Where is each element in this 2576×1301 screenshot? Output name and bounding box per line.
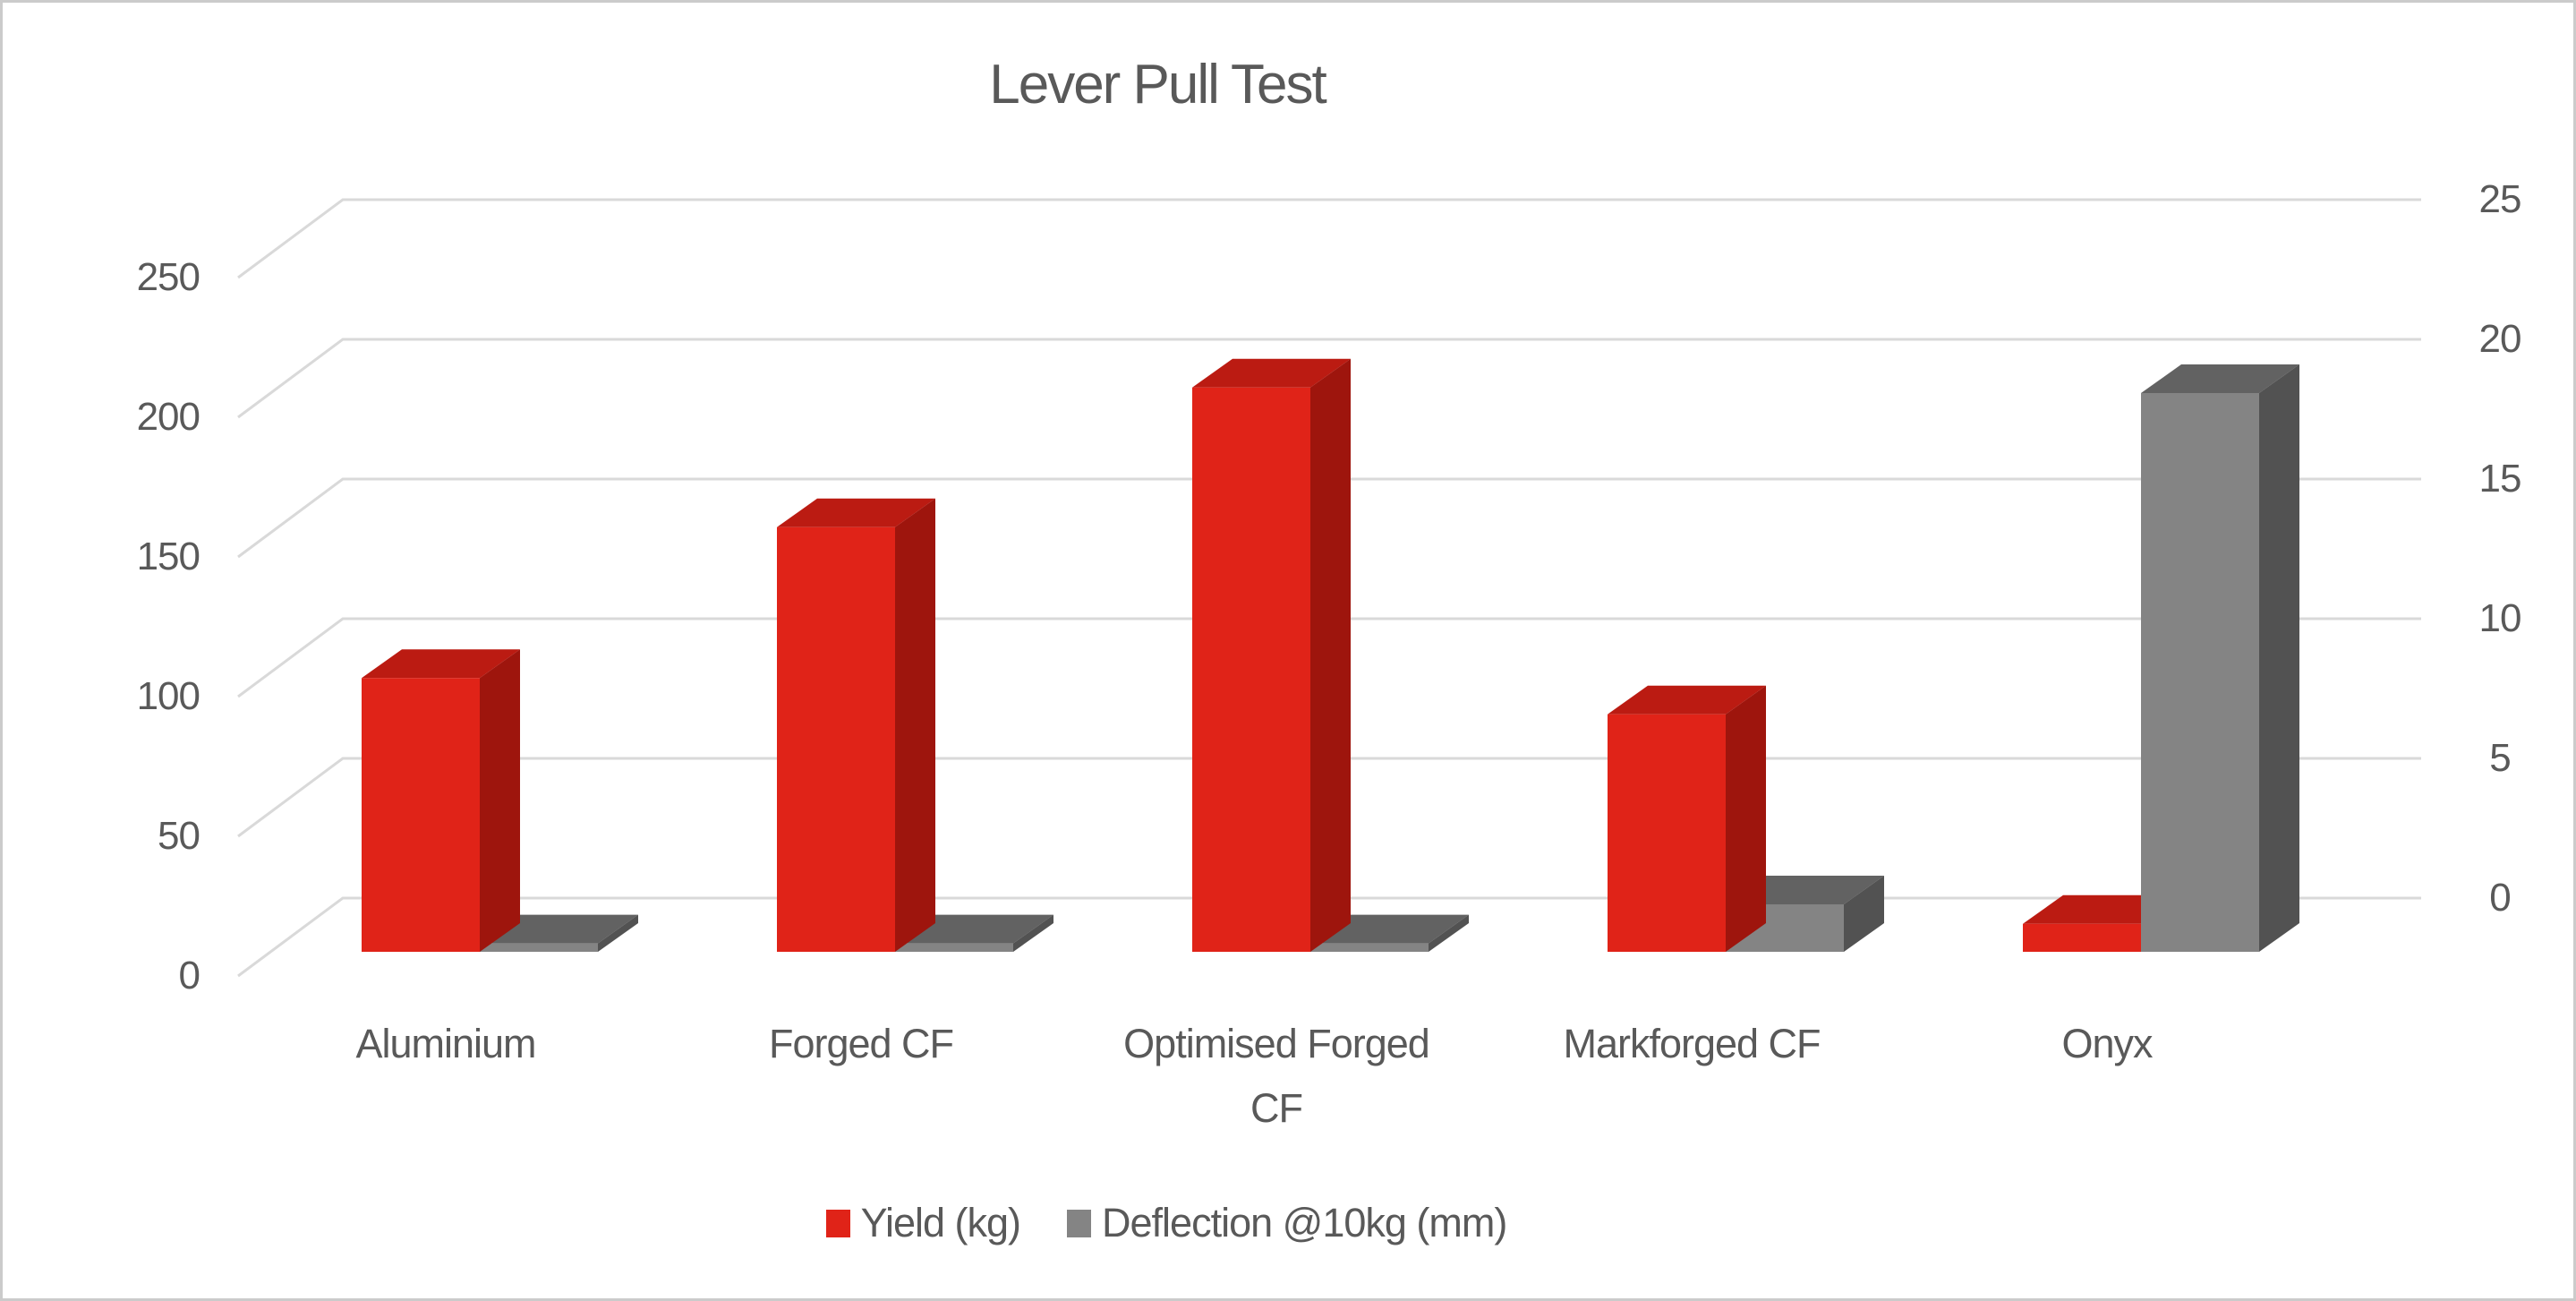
legend-label-yield: Yield (kg) bbox=[860, 1200, 1021, 1245]
bar-yield-1-front-face bbox=[777, 526, 895, 952]
legend: Yield (kg) Deflection @10kg (mm) bbox=[3, 1195, 2330, 1251]
left-axis-tick-label: 0 bbox=[178, 954, 200, 997]
bar-yield-0-front-face bbox=[362, 678, 480, 952]
gridline bbox=[237, 477, 2421, 559]
left-axis-tick-label: 50 bbox=[158, 814, 200, 858]
bar-yield-2-front-face bbox=[1192, 387, 1310, 952]
bar-deflection-4-top-face bbox=[2141, 364, 2299, 393]
right-axis-tick-label: 20 bbox=[2478, 317, 2522, 361]
category-label: Forged CF bbox=[768, 1021, 954, 1066]
gridline bbox=[237, 617, 2421, 698]
gridline bbox=[237, 198, 2421, 279]
left-axis-tick-label: 150 bbox=[136, 535, 200, 578]
yield-series-swatch-icon bbox=[825, 1209, 850, 1237]
bar-deflection-4-front-face bbox=[2141, 393, 2259, 952]
bar-deflection-1-front-face bbox=[895, 943, 1013, 952]
bar-deflection-0-front-face bbox=[480, 943, 598, 952]
bar-yield-3-side-face bbox=[1726, 685, 1766, 952]
bar-deflection-2-side-face bbox=[1429, 914, 1469, 952]
bar-yield-1-top-face bbox=[777, 498, 935, 527]
right-axis-tick-label: 5 bbox=[2489, 736, 2511, 780]
bar-deflection-3-side-face bbox=[1844, 875, 1884, 952]
bar-yield-3-front-face bbox=[1608, 714, 1726, 952]
left-axis-tick-label: 100 bbox=[136, 674, 200, 718]
bar-yield-4-front-face bbox=[2023, 923, 2141, 952]
right-axis-tick-label: 15 bbox=[2478, 457, 2522, 501]
gridline bbox=[237, 338, 2421, 419]
bar-deflection-4-side-face bbox=[2259, 364, 2299, 952]
bar-yield-1-side-face bbox=[895, 498, 935, 952]
bar-yield-0-side-face bbox=[480, 649, 520, 952]
legend-item-yield: Yield (kg) bbox=[825, 1195, 1021, 1251]
right-axis-tick-label: 25 bbox=[2478, 177, 2522, 221]
right-axis-tick-label: 0 bbox=[2489, 876, 2511, 920]
bar-yield-3-top-face bbox=[1608, 685, 1766, 715]
bars-group bbox=[362, 358, 2299, 952]
legend-label-deflection: Deflection @10kg (mm) bbox=[1102, 1200, 1507, 1245]
left-axis-tick-label: 200 bbox=[136, 395, 200, 439]
category-label: Onyx bbox=[2061, 1021, 2153, 1066]
bar-yield-0-top-face bbox=[362, 649, 520, 679]
chart-title: Lever Pull Test bbox=[989, 54, 1327, 116]
legend-item-deflection: Deflection @10kg (mm) bbox=[1067, 1195, 1507, 1251]
bar-deflection-2-front-face bbox=[1310, 943, 1429, 952]
right-axis-tick-label: 10 bbox=[2478, 596, 2522, 640]
category-label: Aluminium bbox=[355, 1021, 536, 1066]
left-axis-tick-label: 250 bbox=[136, 255, 200, 299]
bar-yield-2-side-face bbox=[1310, 358, 1351, 952]
bar-deflection-1-side-face bbox=[1013, 914, 1053, 952]
category-label: Markforged CF bbox=[1563, 1021, 1821, 1066]
deflection-series-swatch-icon bbox=[1067, 1209, 1092, 1237]
category-label: Optimised Forged CF bbox=[1123, 1021, 1430, 1131]
bar-deflection-0-side-face bbox=[598, 914, 638, 952]
bar-yield-2-top-face bbox=[1192, 358, 1351, 388]
plot-area bbox=[237, 198, 2421, 978]
